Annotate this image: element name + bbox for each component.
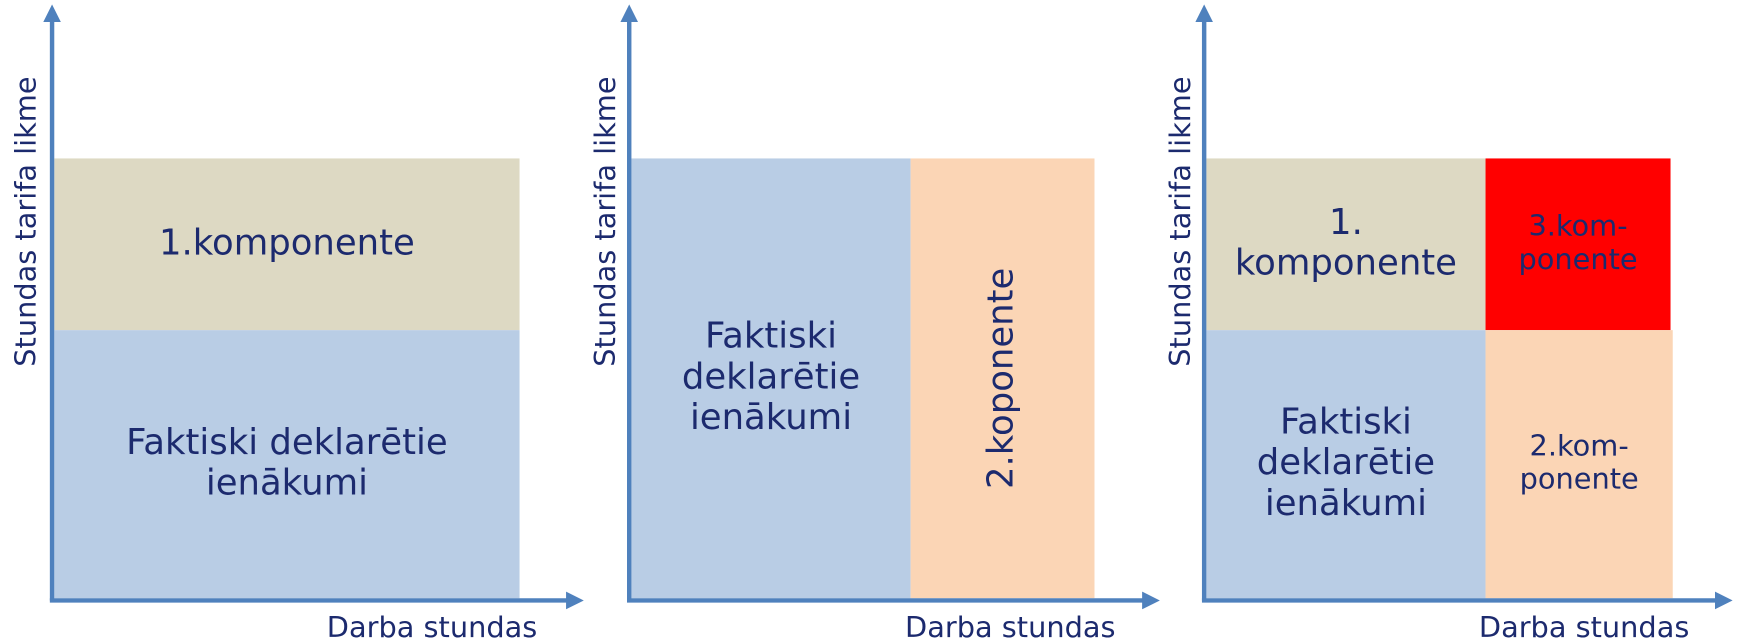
block: [1485, 158, 1671, 331]
block-label: 2.koponente: [981, 268, 1022, 489]
block-label-line: deklarētie: [682, 356, 860, 397]
block-label-line: Faktiski deklarētie: [126, 422, 448, 463]
block-label-line: 2.kom-: [1530, 429, 1629, 463]
block-label: 1.komponente: [159, 222, 415, 263]
y-axis-label: Stundas tarifa likme: [1163, 76, 1197, 366]
x-axis-label: Darba stundas: [1479, 610, 1689, 643]
block: [54, 158, 520, 331]
block-label-line: ponente: [1518, 242, 1637, 276]
block-label-line: 2.koponente: [981, 268, 1022, 489]
block-label: 3.kom-ponente: [1518, 209, 1637, 276]
block-label-line: ienākumi: [1265, 483, 1427, 524]
block-label-line: 3.kom-: [1528, 209, 1627, 243]
block-label: 2.kom-ponente: [1520, 429, 1639, 496]
block: [1485, 330, 1673, 599]
y-axis-label: Stundas tarifa likme: [588, 76, 622, 366]
block: [1206, 330, 1486, 599]
block-label-line: ienākumi: [690, 397, 852, 438]
block-label-line: Faktiski: [1280, 401, 1412, 442]
block-label-line: 1.komponente: [159, 222, 415, 263]
block: [910, 158, 1095, 599]
block: [54, 330, 520, 599]
block: [1206, 158, 1486, 331]
block: [631, 158, 911, 599]
block-label-line: komponente: [1235, 243, 1457, 284]
x-axis-label: Darba stundas: [905, 610, 1115, 643]
block-label-line: ienākumi: [206, 463, 368, 504]
block-label: 1.komponente: [1235, 202, 1457, 284]
block-label-line: 1.: [1329, 202, 1363, 243]
y-axis-label: Stundas tarifa likme: [9, 76, 43, 366]
block-label-line: Faktiski: [705, 316, 837, 357]
block-label-line: ponente: [1520, 462, 1639, 496]
block-label-line: deklarētie: [1257, 442, 1435, 483]
x-axis-label: Darba stundas: [327, 610, 537, 643]
